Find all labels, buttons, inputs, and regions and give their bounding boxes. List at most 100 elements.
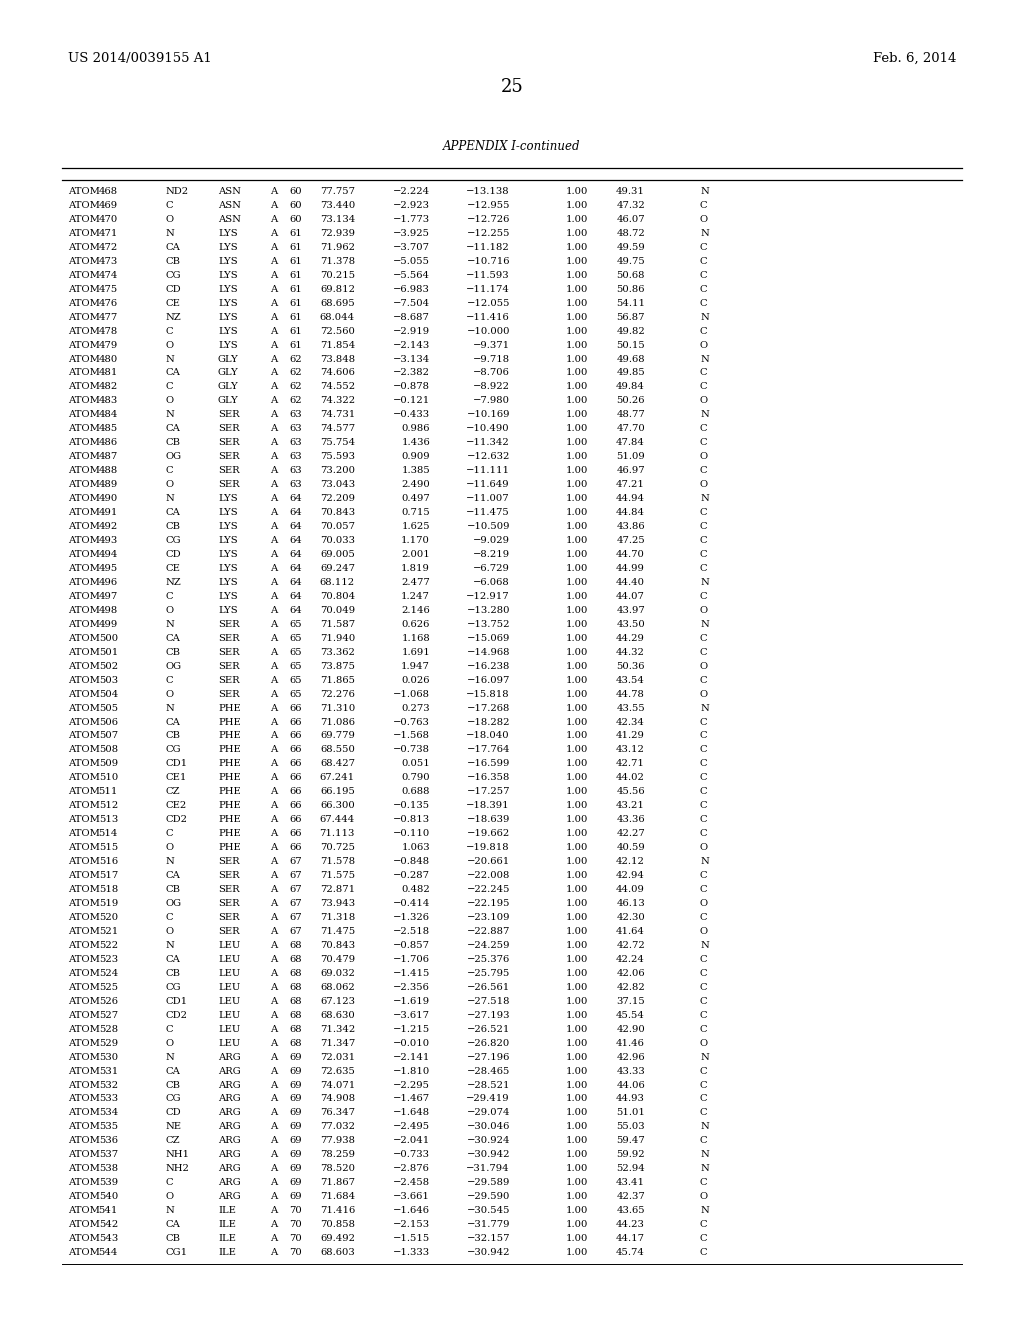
Text: 51.09: 51.09 <box>616 453 645 461</box>
Text: 544: 544 <box>98 1247 118 1257</box>
Text: PHE: PHE <box>218 816 241 824</box>
Text: 69: 69 <box>290 1067 302 1076</box>
Text: C: C <box>700 759 708 768</box>
Text: CG1: CG1 <box>165 1247 187 1257</box>
Text: ATOM: ATOM <box>68 1024 100 1034</box>
Text: ATOM: ATOM <box>68 759 100 768</box>
Text: ARG: ARG <box>218 1122 241 1131</box>
Text: A: A <box>270 829 278 838</box>
Text: 45.56: 45.56 <box>616 787 645 796</box>
Text: 71.575: 71.575 <box>319 871 355 880</box>
Text: 536: 536 <box>99 1137 118 1146</box>
Text: 1.00: 1.00 <box>565 550 588 558</box>
Text: 531: 531 <box>98 1067 118 1076</box>
Text: C: C <box>700 1081 708 1089</box>
Text: 63: 63 <box>290 411 302 420</box>
Text: 512: 512 <box>98 801 118 810</box>
Text: −8.922: −8.922 <box>473 383 510 392</box>
Text: C: C <box>700 271 708 280</box>
Text: CA: CA <box>165 954 180 964</box>
Text: 1.00: 1.00 <box>565 759 588 768</box>
Text: 74.577: 74.577 <box>319 424 355 433</box>
Text: OG: OG <box>165 661 181 671</box>
Text: A: A <box>270 298 278 308</box>
Text: 50.36: 50.36 <box>616 661 645 671</box>
Text: LYS: LYS <box>218 523 238 531</box>
Text: C: C <box>165 326 173 335</box>
Text: 56.87: 56.87 <box>616 313 645 322</box>
Text: −13.280: −13.280 <box>467 606 510 615</box>
Text: 74.731: 74.731 <box>319 411 355 420</box>
Text: N: N <box>700 1122 709 1131</box>
Text: 69: 69 <box>290 1109 302 1118</box>
Text: 74.552: 74.552 <box>319 383 355 392</box>
Text: C: C <box>700 1024 708 1034</box>
Text: 521: 521 <box>98 927 118 936</box>
Text: −20.661: −20.661 <box>467 857 510 866</box>
Text: −12.055: −12.055 <box>467 298 510 308</box>
Text: SER: SER <box>218 899 240 908</box>
Text: CA: CA <box>165 634 180 643</box>
Text: C: C <box>700 1247 708 1257</box>
Text: CG: CG <box>165 271 180 280</box>
Text: −10.169: −10.169 <box>467 411 510 420</box>
Text: A: A <box>270 731 278 741</box>
Text: 75.754: 75.754 <box>319 438 355 447</box>
Text: 63: 63 <box>290 424 302 433</box>
Text: 66: 66 <box>290 759 302 768</box>
Text: CZ: CZ <box>165 1137 179 1146</box>
Text: 68.062: 68.062 <box>321 983 355 991</box>
Text: 73.200: 73.200 <box>319 466 355 475</box>
Text: 75.593: 75.593 <box>319 453 355 461</box>
Text: 60: 60 <box>290 201 302 210</box>
Text: N: N <box>165 941 174 950</box>
Text: −28.465: −28.465 <box>467 1067 510 1076</box>
Text: 63: 63 <box>290 480 302 490</box>
Text: 1.00: 1.00 <box>565 899 588 908</box>
Text: 523: 523 <box>99 954 118 964</box>
Text: C: C <box>700 201 708 210</box>
Text: ATOM: ATOM <box>68 954 100 964</box>
Text: 43.33: 43.33 <box>616 1067 645 1076</box>
Text: CA: CA <box>165 243 180 252</box>
Text: ATOM: ATOM <box>68 927 100 936</box>
Text: A: A <box>270 927 278 936</box>
Text: 1.00: 1.00 <box>565 620 588 628</box>
Text: 1.00: 1.00 <box>565 606 588 615</box>
Text: 0.273: 0.273 <box>401 704 430 713</box>
Text: 49.31: 49.31 <box>616 187 645 195</box>
Text: −16.238: −16.238 <box>467 661 510 671</box>
Text: OG: OG <box>165 453 181 461</box>
Text: 46.13: 46.13 <box>616 899 645 908</box>
Text: C: C <box>700 913 708 921</box>
Text: O: O <box>700 453 709 461</box>
Text: −11.174: −11.174 <box>466 285 510 294</box>
Text: −30.942: −30.942 <box>467 1247 510 1257</box>
Text: 67: 67 <box>290 857 302 866</box>
Text: C: C <box>700 508 708 517</box>
Text: O: O <box>700 1192 709 1201</box>
Text: 42.71: 42.71 <box>616 759 645 768</box>
Text: 1.00: 1.00 <box>565 1247 588 1257</box>
Text: −0.813: −0.813 <box>393 816 430 824</box>
Text: LYS: LYS <box>218 285 238 294</box>
Text: 493: 493 <box>98 536 118 545</box>
Text: 1.00: 1.00 <box>565 355 588 363</box>
Text: 61: 61 <box>289 326 302 335</box>
Text: 71.310: 71.310 <box>319 704 355 713</box>
Text: 62: 62 <box>290 368 302 378</box>
Text: −18.639: −18.639 <box>467 816 510 824</box>
Text: ATOM: ATOM <box>68 271 100 280</box>
Text: 71.086: 71.086 <box>319 718 355 726</box>
Text: 40.59: 40.59 <box>616 843 645 853</box>
Text: 44.23: 44.23 <box>616 1220 645 1229</box>
Text: ATOM: ATOM <box>68 201 100 210</box>
Text: −12.955: −12.955 <box>467 201 510 210</box>
Text: A: A <box>270 368 278 378</box>
Text: 74.322: 74.322 <box>319 396 355 405</box>
Text: −0.848: −0.848 <box>393 857 430 866</box>
Text: 471: 471 <box>98 228 118 238</box>
Text: C: C <box>700 787 708 796</box>
Text: A: A <box>270 1122 278 1131</box>
Text: 484: 484 <box>98 411 118 420</box>
